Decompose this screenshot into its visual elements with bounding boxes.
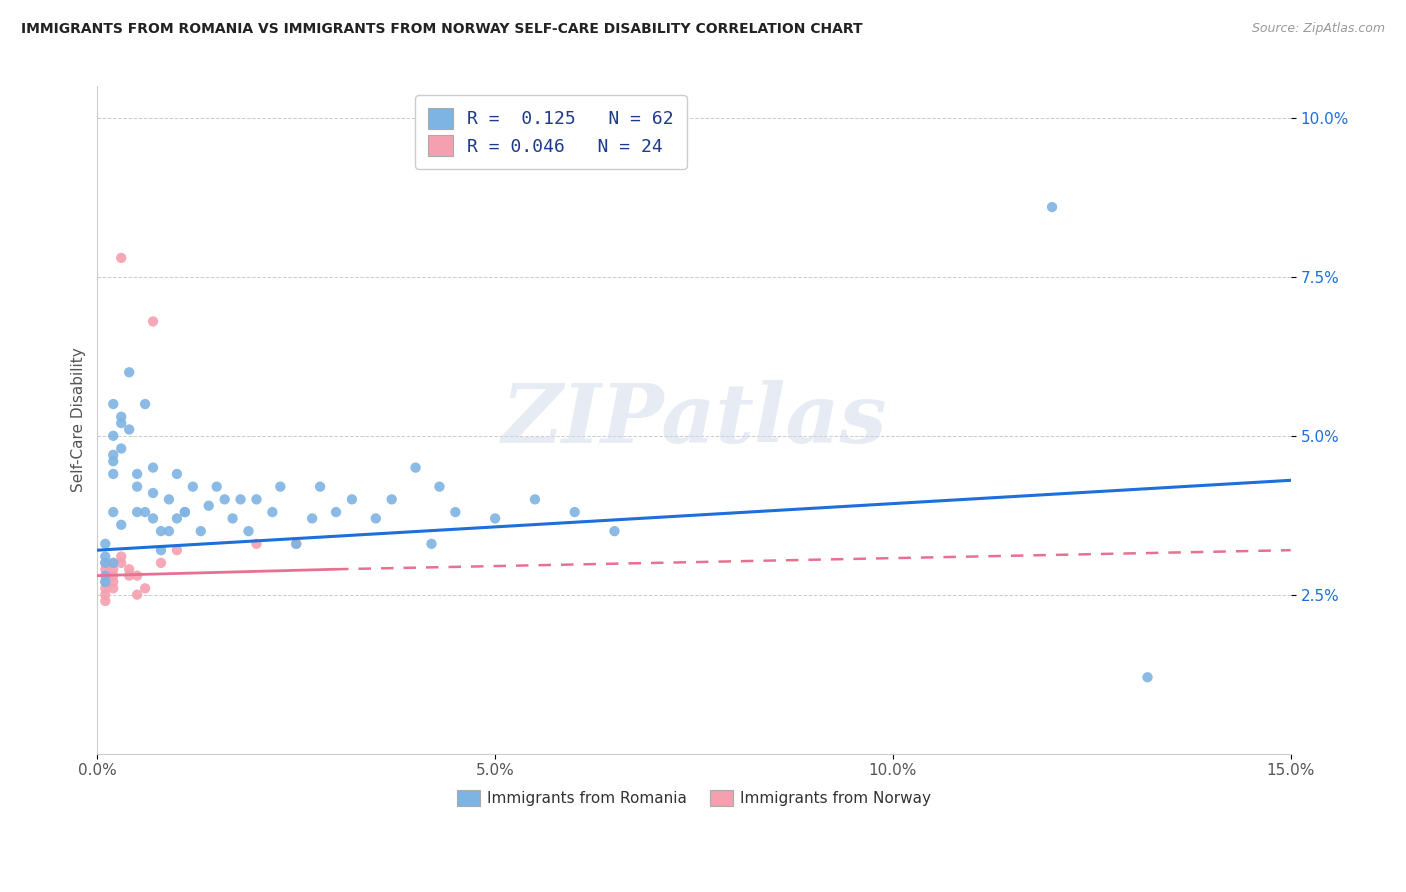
Point: [325, 505, 347, 519]
Point: [603, 524, 626, 538]
Point: [173, 505, 195, 519]
Point: [134, 582, 156, 596]
Point: [262, 505, 284, 519]
Text: IMMIGRANTS FROM ROMANIA VS IMMIGRANTS FROM NORWAY SELF-CARE DISABILITY CORRELATI: IMMIGRANTS FROM ROMANIA VS IMMIGRANTS FR…: [21, 22, 863, 37]
Point: [127, 480, 149, 494]
Point: [94, 562, 117, 576]
Point: [405, 460, 427, 475]
Point: [181, 480, 204, 494]
Point: [103, 454, 125, 468]
Point: [127, 467, 149, 481]
Point: [94, 582, 117, 596]
Point: [94, 574, 117, 589]
Point: [94, 556, 117, 570]
Point: [103, 467, 125, 481]
Point: [166, 543, 188, 558]
Point: [205, 480, 228, 494]
Point: [142, 460, 165, 475]
Point: [110, 416, 132, 430]
Point: [142, 314, 165, 328]
Point: [94, 537, 117, 551]
Point: [229, 492, 252, 507]
Point: [94, 549, 117, 564]
Y-axis label: Self-Care Disability: Self-Care Disability: [72, 348, 86, 492]
Point: [110, 556, 132, 570]
Point: [118, 365, 141, 379]
Point: [110, 251, 132, 265]
Point: [309, 480, 332, 494]
Point: [157, 492, 180, 507]
Point: [118, 562, 141, 576]
Point: [110, 549, 132, 564]
Point: [110, 409, 132, 424]
Point: [269, 480, 291, 494]
Point: [134, 397, 156, 411]
Point: [94, 568, 117, 582]
Point: [420, 537, 443, 551]
Text: ZIPatlas: ZIPatlas: [502, 380, 887, 460]
Point: [103, 448, 125, 462]
Point: [103, 556, 125, 570]
Point: [1136, 670, 1159, 684]
Point: [103, 562, 125, 576]
Point: [103, 568, 125, 582]
Point: [197, 499, 219, 513]
Point: [94, 588, 117, 602]
Point: [166, 467, 188, 481]
Point: [103, 582, 125, 596]
Point: [1040, 200, 1063, 214]
Point: [118, 568, 141, 582]
Point: [127, 505, 149, 519]
Point: [94, 594, 117, 608]
Point: [190, 524, 212, 538]
Text: Source: ZipAtlas.com: Source: ZipAtlas.com: [1251, 22, 1385, 36]
Point: [103, 556, 125, 570]
Point: [245, 492, 267, 507]
Point: [238, 524, 260, 538]
Point: [429, 480, 451, 494]
Point: [103, 429, 125, 443]
Point: [94, 556, 117, 570]
Point: [221, 511, 243, 525]
Point: [134, 505, 156, 519]
Point: [157, 524, 180, 538]
Legend: Immigrants from Romania, Immigrants from Norway: Immigrants from Romania, Immigrants from…: [450, 784, 938, 813]
Point: [364, 511, 387, 525]
Point: [245, 537, 267, 551]
Point: [110, 517, 132, 532]
Point: [103, 397, 125, 411]
Point: [94, 574, 117, 589]
Point: [142, 486, 165, 500]
Point: [173, 505, 195, 519]
Point: [142, 511, 165, 525]
Point: [127, 568, 149, 582]
Point: [150, 524, 173, 538]
Point: [127, 588, 149, 602]
Point: [103, 505, 125, 519]
Point: [150, 543, 173, 558]
Point: [285, 537, 308, 551]
Point: [285, 537, 308, 551]
Point: [214, 492, 236, 507]
Point: [150, 556, 173, 570]
Point: [444, 505, 467, 519]
Point: [301, 511, 323, 525]
Point: [166, 511, 188, 525]
Point: [340, 492, 363, 507]
Point: [564, 505, 586, 519]
Point: [484, 511, 506, 525]
Point: [381, 492, 404, 507]
Point: [110, 442, 132, 456]
Point: [523, 492, 546, 507]
Point: [103, 574, 125, 589]
Point: [118, 422, 141, 436]
